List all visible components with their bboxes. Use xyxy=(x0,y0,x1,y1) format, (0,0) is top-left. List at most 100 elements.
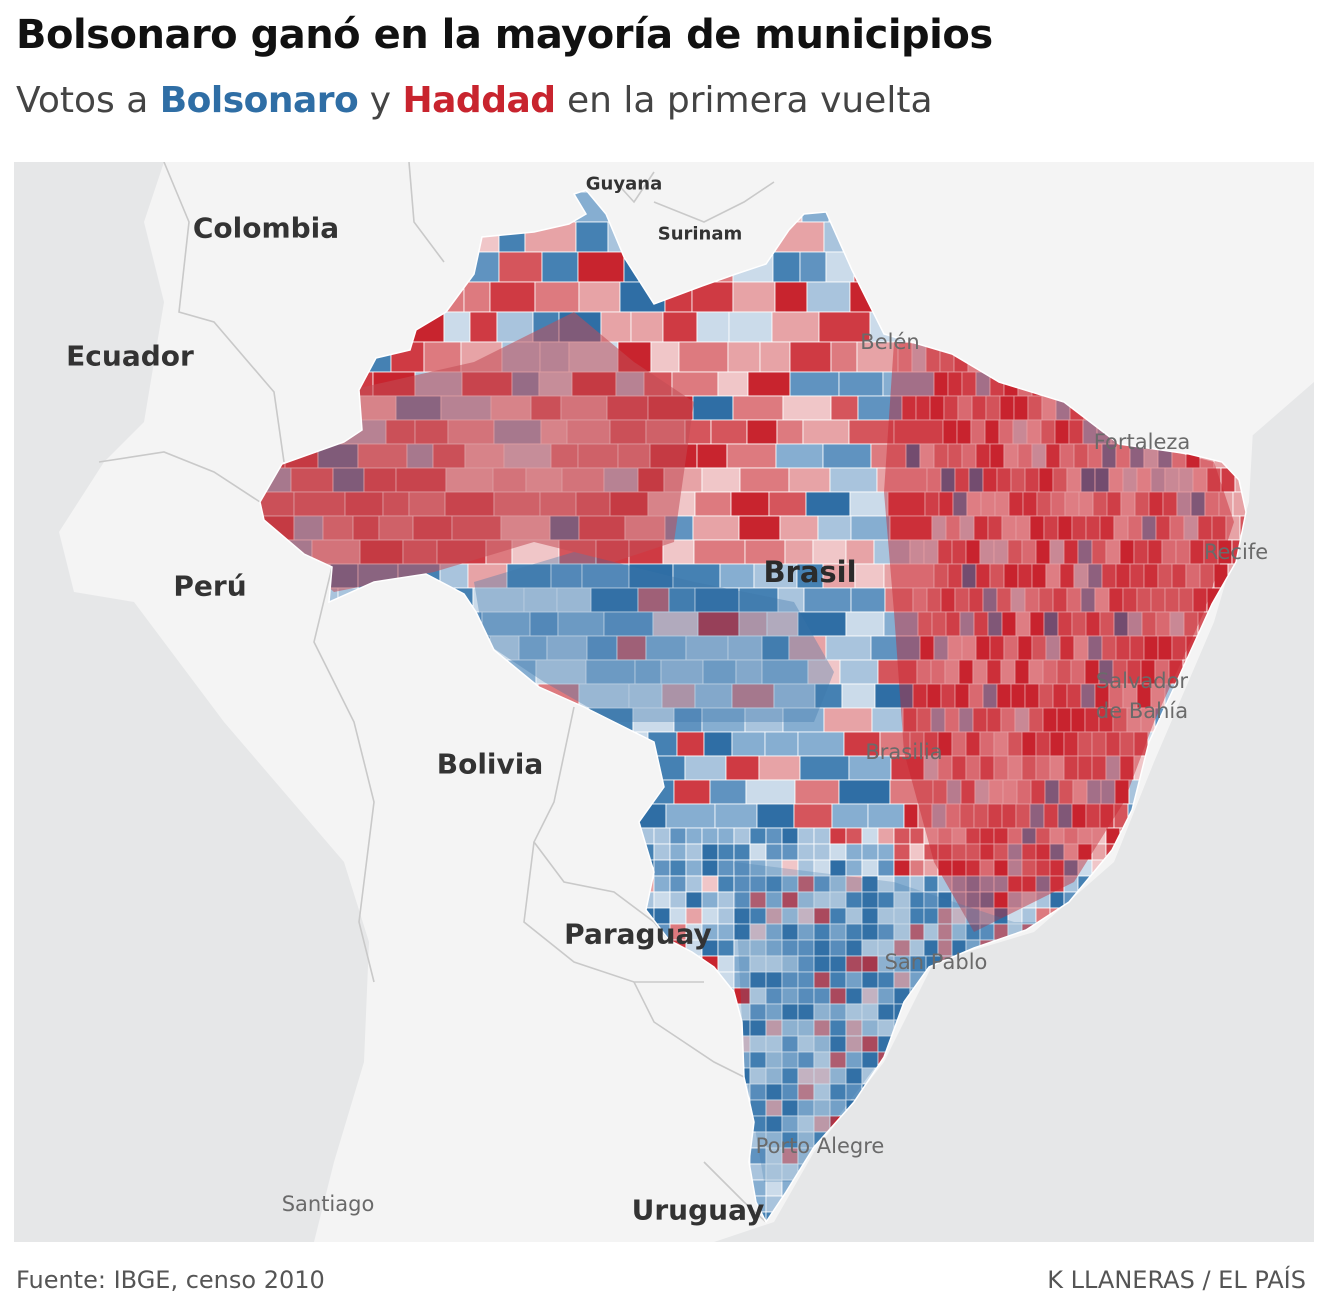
municipality-cell xyxy=(301,987,319,1005)
municipality-cell xyxy=(1149,1035,1167,1053)
municipality-cell xyxy=(957,1211,975,1222)
municipality-cell xyxy=(776,419,804,445)
municipality-cell xyxy=(779,515,819,541)
municipality-cell xyxy=(1037,1067,1055,1085)
municipality-cell xyxy=(812,539,847,565)
municipality-cell xyxy=(894,1228,910,1242)
municipality-cell xyxy=(1239,611,1246,637)
municipality-cell xyxy=(772,251,801,283)
municipality-cell xyxy=(909,1099,927,1117)
municipality-cell xyxy=(1197,803,1213,829)
municipality-cell xyxy=(1165,1147,1183,1165)
municipality-cell xyxy=(1211,803,1227,829)
municipality-cell xyxy=(973,1131,991,1149)
municipality-cell xyxy=(518,635,548,661)
municipality-cell xyxy=(678,341,729,373)
municipality-cell xyxy=(989,1211,1007,1222)
municipality-cell xyxy=(301,1051,319,1069)
municipality-cell xyxy=(333,875,351,893)
municipality-cell xyxy=(1101,1051,1119,1069)
municipality-cell xyxy=(1147,939,1163,957)
municipality-cell xyxy=(1245,1051,1246,1069)
municipality-cell xyxy=(893,1131,911,1149)
municipality-cell xyxy=(600,311,632,343)
municipality-cell xyxy=(1101,955,1119,973)
municipality-cell xyxy=(877,827,895,845)
municipality-cell xyxy=(317,1035,335,1053)
municipality-cell xyxy=(879,731,911,757)
municipality-cell xyxy=(269,955,287,973)
municipality-cell xyxy=(1197,1051,1215,1069)
municipality-cell xyxy=(747,371,791,397)
municipality-cell xyxy=(838,371,884,397)
municipality-cell xyxy=(989,1179,1007,1197)
municipality-cell xyxy=(1133,843,1149,861)
municipality-cell xyxy=(1217,891,1233,909)
municipality-cell xyxy=(269,891,287,909)
municipality-cell xyxy=(990,1228,1006,1242)
municipality-cell xyxy=(260,1195,271,1213)
municipality-cell xyxy=(333,923,351,941)
municipality-cell xyxy=(694,491,732,517)
municipality-cell xyxy=(782,1228,798,1242)
municipality-cell xyxy=(301,1035,319,1053)
map-canvas xyxy=(14,162,1314,1242)
municipality-cell xyxy=(1225,611,1241,637)
municipality-cell xyxy=(758,755,801,781)
municipality-cell xyxy=(671,371,719,397)
municipality-cell xyxy=(696,311,730,343)
municipality-cell xyxy=(1197,1179,1215,1197)
municipality-cell xyxy=(498,251,543,283)
municipality-cell xyxy=(260,955,271,973)
municipality-cell xyxy=(1210,707,1226,733)
municipality-cell xyxy=(893,1035,911,1053)
municipality-cell xyxy=(1037,1003,1055,1021)
municipality-cell xyxy=(1141,803,1157,829)
municipality-cell xyxy=(1161,827,1177,845)
country-borders xyxy=(98,162,775,1223)
municipality-cell xyxy=(1181,1019,1199,1037)
municipality-cell xyxy=(1245,1115,1246,1133)
municipality-cell xyxy=(1245,1083,1246,1101)
municipality-cell xyxy=(317,1019,335,1037)
municipality-cell xyxy=(830,1228,846,1242)
municipality-cell xyxy=(1182,1228,1198,1242)
municipality-cell xyxy=(653,875,671,893)
municipality-cell xyxy=(893,827,911,845)
municipality-cell xyxy=(732,395,784,421)
municipality-cell xyxy=(1181,1051,1199,1069)
municipality-cell xyxy=(333,891,351,909)
municipality-cell xyxy=(856,341,899,373)
municipality-cell xyxy=(1197,955,1215,973)
municipality-cell xyxy=(285,907,303,925)
municipality-cell xyxy=(759,341,791,373)
municipality-cell xyxy=(1053,1051,1071,1069)
municipality-cell xyxy=(685,827,703,845)
municipality-cell xyxy=(1085,1195,1103,1213)
municipality-cell xyxy=(1213,1099,1231,1117)
municipality-cell xyxy=(1119,875,1135,893)
municipality-cell xyxy=(1133,1099,1151,1117)
municipality-cell xyxy=(717,907,735,925)
municipality-cell xyxy=(301,971,319,989)
municipality-cell xyxy=(830,341,858,373)
municipality-cell xyxy=(989,1035,1007,1053)
municipality-cell xyxy=(1231,907,1246,925)
municipality-cell xyxy=(1085,1163,1103,1181)
municipality-cell xyxy=(877,859,895,877)
municipality-cell xyxy=(1245,987,1246,1005)
municipality-cell xyxy=(733,843,751,861)
municipality-cell xyxy=(1085,1035,1103,1053)
municipality-cell xyxy=(662,311,698,343)
municipality-cell xyxy=(893,1067,911,1085)
municipality-cell xyxy=(1117,1019,1135,1037)
municipality-cell xyxy=(577,251,625,283)
municipality-cell xyxy=(1197,1083,1215,1101)
municipality-cell xyxy=(957,1195,975,1213)
municipality-cell xyxy=(550,563,583,589)
municipality-cell xyxy=(1119,859,1135,877)
bolsonaro-label: Bolsonaro xyxy=(159,80,359,121)
municipality-cell xyxy=(1037,1051,1055,1069)
municipality-cell xyxy=(301,827,319,845)
municipality-cell xyxy=(744,539,786,565)
